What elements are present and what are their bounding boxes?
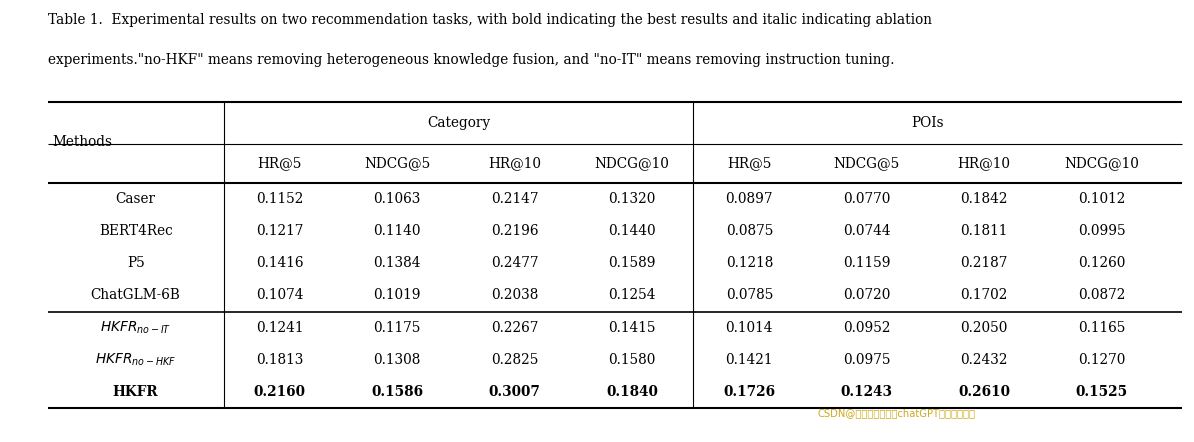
Text: 0.2038: 0.2038 [491,289,538,302]
Text: 0.1254: 0.1254 [608,289,656,302]
Text: 0.1260: 0.1260 [1078,256,1125,270]
Text: 0.1813: 0.1813 [256,353,303,367]
Text: 0.2477: 0.2477 [491,256,538,270]
Text: 0.2432: 0.2432 [960,353,1008,367]
Text: 0.1702: 0.1702 [960,289,1008,302]
Text: 0.0952: 0.0952 [843,321,891,335]
Text: 0.1159: 0.1159 [843,256,891,270]
Text: 0.2050: 0.2050 [960,321,1008,335]
Text: $\mathit{HKFR}_{\mathit{no-HKF}}$: $\mathit{HKFR}_{\mathit{no-HKF}}$ [96,352,177,368]
Text: 0.2147: 0.2147 [491,192,538,206]
Text: 0.1140: 0.1140 [374,224,420,238]
Text: 0.1840: 0.1840 [607,385,658,399]
Text: 0.1415: 0.1415 [608,321,656,335]
Text: 0.1063: 0.1063 [374,192,420,206]
Text: 0.0785: 0.0785 [726,289,773,302]
Text: 0.1165: 0.1165 [1078,321,1125,335]
Text: 0.1074: 0.1074 [256,289,303,302]
Text: Caser: Caser [116,192,155,206]
Text: 0.1218: 0.1218 [726,256,773,270]
Text: 0.0975: 0.0975 [843,353,891,367]
Text: 0.2610: 0.2610 [958,385,1010,399]
Text: 0.1440: 0.1440 [608,224,656,238]
Text: 0.1842: 0.1842 [960,192,1008,206]
Text: experiments."no-HKF" means removing heterogeneous knowledge fusion, and "no-IT" : experiments."no-HKF" means removing hete… [48,53,894,67]
Text: 0.1586: 0.1586 [371,385,423,399]
Text: 0.1811: 0.1811 [960,224,1008,238]
Text: 0.1384: 0.1384 [374,256,420,270]
Text: Category: Category [426,116,490,130]
Text: 0.2187: 0.2187 [960,256,1008,270]
Text: Methods: Methods [53,135,112,149]
Text: CSDN@人工智能大模型chatGPT培训咨询叶样: CSDN@人工智能大模型chatGPT培训咨询叶样 [818,408,975,418]
Text: 0.0770: 0.0770 [843,192,891,206]
Text: 0.2267: 0.2267 [491,321,538,335]
Text: 0.0995: 0.0995 [1078,224,1125,238]
Text: 0.1175: 0.1175 [374,321,420,335]
Text: 0.3007: 0.3007 [488,385,541,399]
Text: 0.2196: 0.2196 [491,224,538,238]
Text: 0.0744: 0.0744 [843,224,891,238]
Text: POIs: POIs [912,116,944,130]
Text: 0.1320: 0.1320 [608,192,656,206]
Text: 0.1580: 0.1580 [608,353,656,367]
Text: NDCG@5: NDCG@5 [833,156,900,170]
Text: 0.1270: 0.1270 [1078,353,1125,367]
Text: 0.0875: 0.0875 [726,224,773,238]
Text: 0.1152: 0.1152 [256,192,303,206]
Text: ChatGLM-6B: ChatGLM-6B [91,289,180,302]
Text: 0.0897: 0.0897 [726,192,773,206]
Text: HKFR: HKFR [113,385,159,399]
Text: 0.1241: 0.1241 [256,321,303,335]
Text: 0.1012: 0.1012 [1078,192,1125,206]
Text: HR@10: HR@10 [958,156,1010,170]
Text: 0.2825: 0.2825 [491,353,538,367]
Text: NDCG@5: NDCG@5 [364,156,430,170]
Text: 0.1726: 0.1726 [724,385,775,399]
Text: Table 1.  Experimental results on two recommendation tasks, with bold indicating: Table 1. Experimental results on two rec… [48,13,931,27]
Text: 0.1308: 0.1308 [374,353,420,367]
Text: 0.1014: 0.1014 [726,321,773,335]
Text: 0.1421: 0.1421 [726,353,773,367]
Text: BERT4Rec: BERT4Rec [99,224,173,238]
Text: HR@5: HR@5 [258,156,302,170]
Text: 0.1416: 0.1416 [256,256,303,270]
Text: NDCG@10: NDCG@10 [595,156,670,170]
Text: $\mathit{HKFR}_{\mathit{no-IT}}$: $\mathit{HKFR}_{\mathit{no-IT}}$ [100,320,171,336]
Text: 0.1525: 0.1525 [1076,385,1127,399]
Text: HR@10: HR@10 [488,156,541,170]
Text: 0.1243: 0.1243 [841,385,893,399]
Text: 0.1217: 0.1217 [256,224,303,238]
Text: P5: P5 [127,256,144,270]
Text: NDCG@10: NDCG@10 [1064,156,1139,170]
Text: 0.0872: 0.0872 [1078,289,1125,302]
Text: HR@5: HR@5 [727,156,771,170]
Text: 0.1589: 0.1589 [608,256,656,270]
Text: 0.2160: 0.2160 [253,385,306,399]
Text: 0.1019: 0.1019 [374,289,420,302]
Text: 0.0720: 0.0720 [843,289,891,302]
